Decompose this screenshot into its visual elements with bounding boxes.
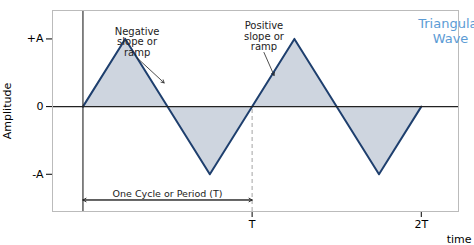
svg-text:T: T — [248, 218, 256, 231]
svg-text:Amplitude: Amplitude — [1, 83, 14, 140]
svg-text:0: 0 — [37, 100, 44, 113]
svg-text:TriangularWave: TriangularWave — [417, 16, 474, 47]
svg-text:time: time — [447, 233, 472, 245]
svg-text:2T: 2T — [414, 218, 428, 231]
svg-text:+A: +A — [27, 32, 44, 45]
svg-text:Negativeslope orramp: Negativeslope orramp — [115, 26, 160, 58]
svg-text:Positiveslope orramp: Positiveslope orramp — [244, 20, 285, 52]
svg-text:-A: -A — [32, 168, 44, 181]
svg-text:One Cycle or Period (T): One Cycle or Period (T) — [113, 188, 223, 199]
